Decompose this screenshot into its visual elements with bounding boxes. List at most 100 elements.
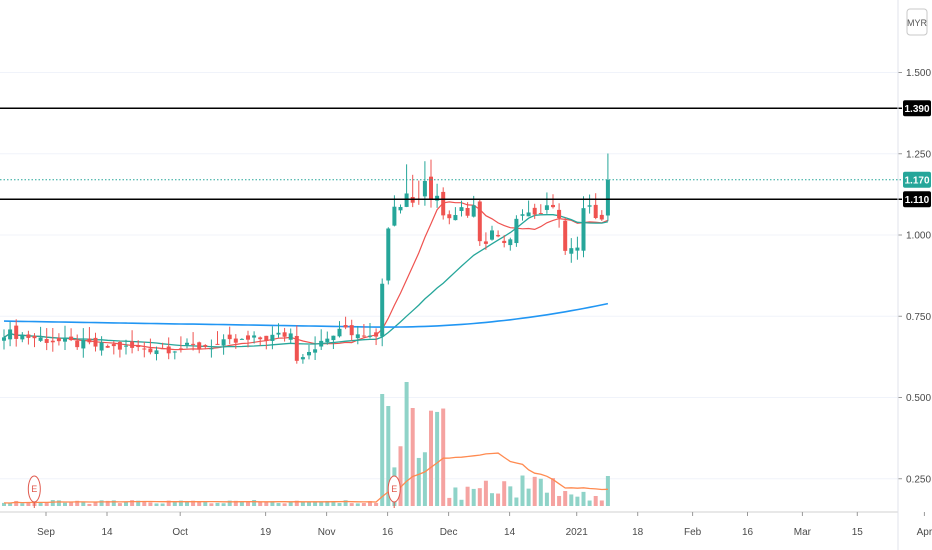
candle [142, 341, 147, 358]
candle-body [63, 337, 67, 342]
candle [575, 236, 580, 260]
candle-body [166, 346, 171, 354]
y-tick-label: 1.500 [906, 68, 931, 79]
candle [520, 209, 525, 221]
currency-badge[interactable]: MYR [906, 8, 928, 36]
volume-bar [215, 502, 220, 506]
volume-bar [300, 502, 305, 506]
y-tick-label: 1.250 [906, 149, 931, 160]
candle [233, 334, 238, 349]
ma-short-line [3, 201, 609, 351]
x-tick-label: 16 [382, 527, 394, 538]
volume-bar [148, 502, 153, 506]
candle-body [69, 336, 74, 341]
candle-body [14, 325, 19, 339]
volume-bar [544, 492, 549, 506]
candle-body [252, 335, 257, 338]
volume-bar [374, 502, 379, 506]
candle-body [575, 247, 580, 251]
y-tick-label: 0.750 [906, 312, 931, 323]
candle-body [441, 191, 446, 216]
candle [93, 332, 98, 352]
volume-bar [435, 411, 440, 506]
volume-bar [63, 502, 67, 506]
candle-body [154, 350, 159, 355]
candle-body [288, 333, 293, 340]
candle-body [435, 195, 440, 201]
candle [300, 354, 305, 364]
volume-bar [532, 476, 537, 506]
volume-bar [319, 501, 324, 506]
candle [465, 202, 470, 218]
candle-body [136, 345, 141, 348]
candle [197, 341, 202, 354]
volume-ma-line [3, 452, 608, 504]
level-price-tag [903, 191, 931, 208]
candle [160, 342, 165, 350]
currency-badge-box[interactable] [906, 8, 928, 36]
volume-bar [471, 488, 476, 506]
volume-bar [130, 500, 135, 506]
volume-bar [209, 503, 214, 506]
y-tick-label: 1.000 [906, 231, 931, 242]
candle-body [258, 337, 263, 340]
candle [148, 338, 153, 355]
volume-bar [288, 501, 293, 506]
candle [221, 334, 226, 355]
x-tick-label: Oct [172, 527, 188, 538]
candle [557, 203, 562, 228]
candle [368, 323, 372, 339]
volume-bar [87, 503, 92, 506]
candle-body [246, 335, 250, 340]
volume-bar [105, 500, 110, 506]
candle-body [26, 334, 31, 338]
earnings-badge[interactable] [387, 475, 401, 503]
x-tick-label: 19 [260, 527, 272, 538]
volume-bar [246, 501, 250, 506]
candle [508, 237, 513, 251]
earnings-badge[interactable] [27, 475, 41, 503]
volume-bar [99, 500, 104, 506]
volume-bar [398, 446, 403, 506]
candle [44, 328, 49, 351]
candle-body [307, 351, 311, 356]
candle [392, 195, 397, 227]
volume-bar [514, 497, 519, 506]
candle-body [508, 239, 513, 246]
candle-body [221, 339, 226, 346]
candle [563, 217, 568, 255]
candle [56, 333, 61, 346]
candle-body [593, 204, 598, 218]
volume-bar [429, 410, 433, 506]
candle [605, 153, 610, 222]
candle-body [172, 351, 177, 353]
volume-bar [593, 495, 598, 506]
candle [50, 328, 55, 352]
candle-body [361, 335, 366, 337]
x-tick-label: 14 [504, 527, 516, 538]
volume-bar [447, 497, 452, 506]
candle [307, 344, 311, 360]
volume-bar [26, 502, 31, 506]
candle-body [569, 248, 574, 254]
volume-bar [227, 500, 232, 506]
candle-body [526, 212, 531, 217]
volume-bar [154, 503, 159, 506]
volume-bars [2, 382, 610, 506]
candle-body [477, 201, 482, 242]
volume-bar [2, 502, 6, 506]
earnings-marker[interactable]: E [27, 475, 41, 508]
volume-bar [508, 486, 513, 506]
earnings-marker[interactable]: E [387, 475, 401, 508]
volume-bar [69, 501, 74, 506]
candle [355, 325, 360, 345]
volume-bar [325, 500, 330, 506]
candle-body [355, 334, 360, 339]
candlesticks [2, 153, 610, 364]
volume-bar [14, 500, 19, 506]
candle [544, 192, 549, 214]
candle-body [99, 342, 104, 351]
moving-average-lines [3, 201, 609, 351]
